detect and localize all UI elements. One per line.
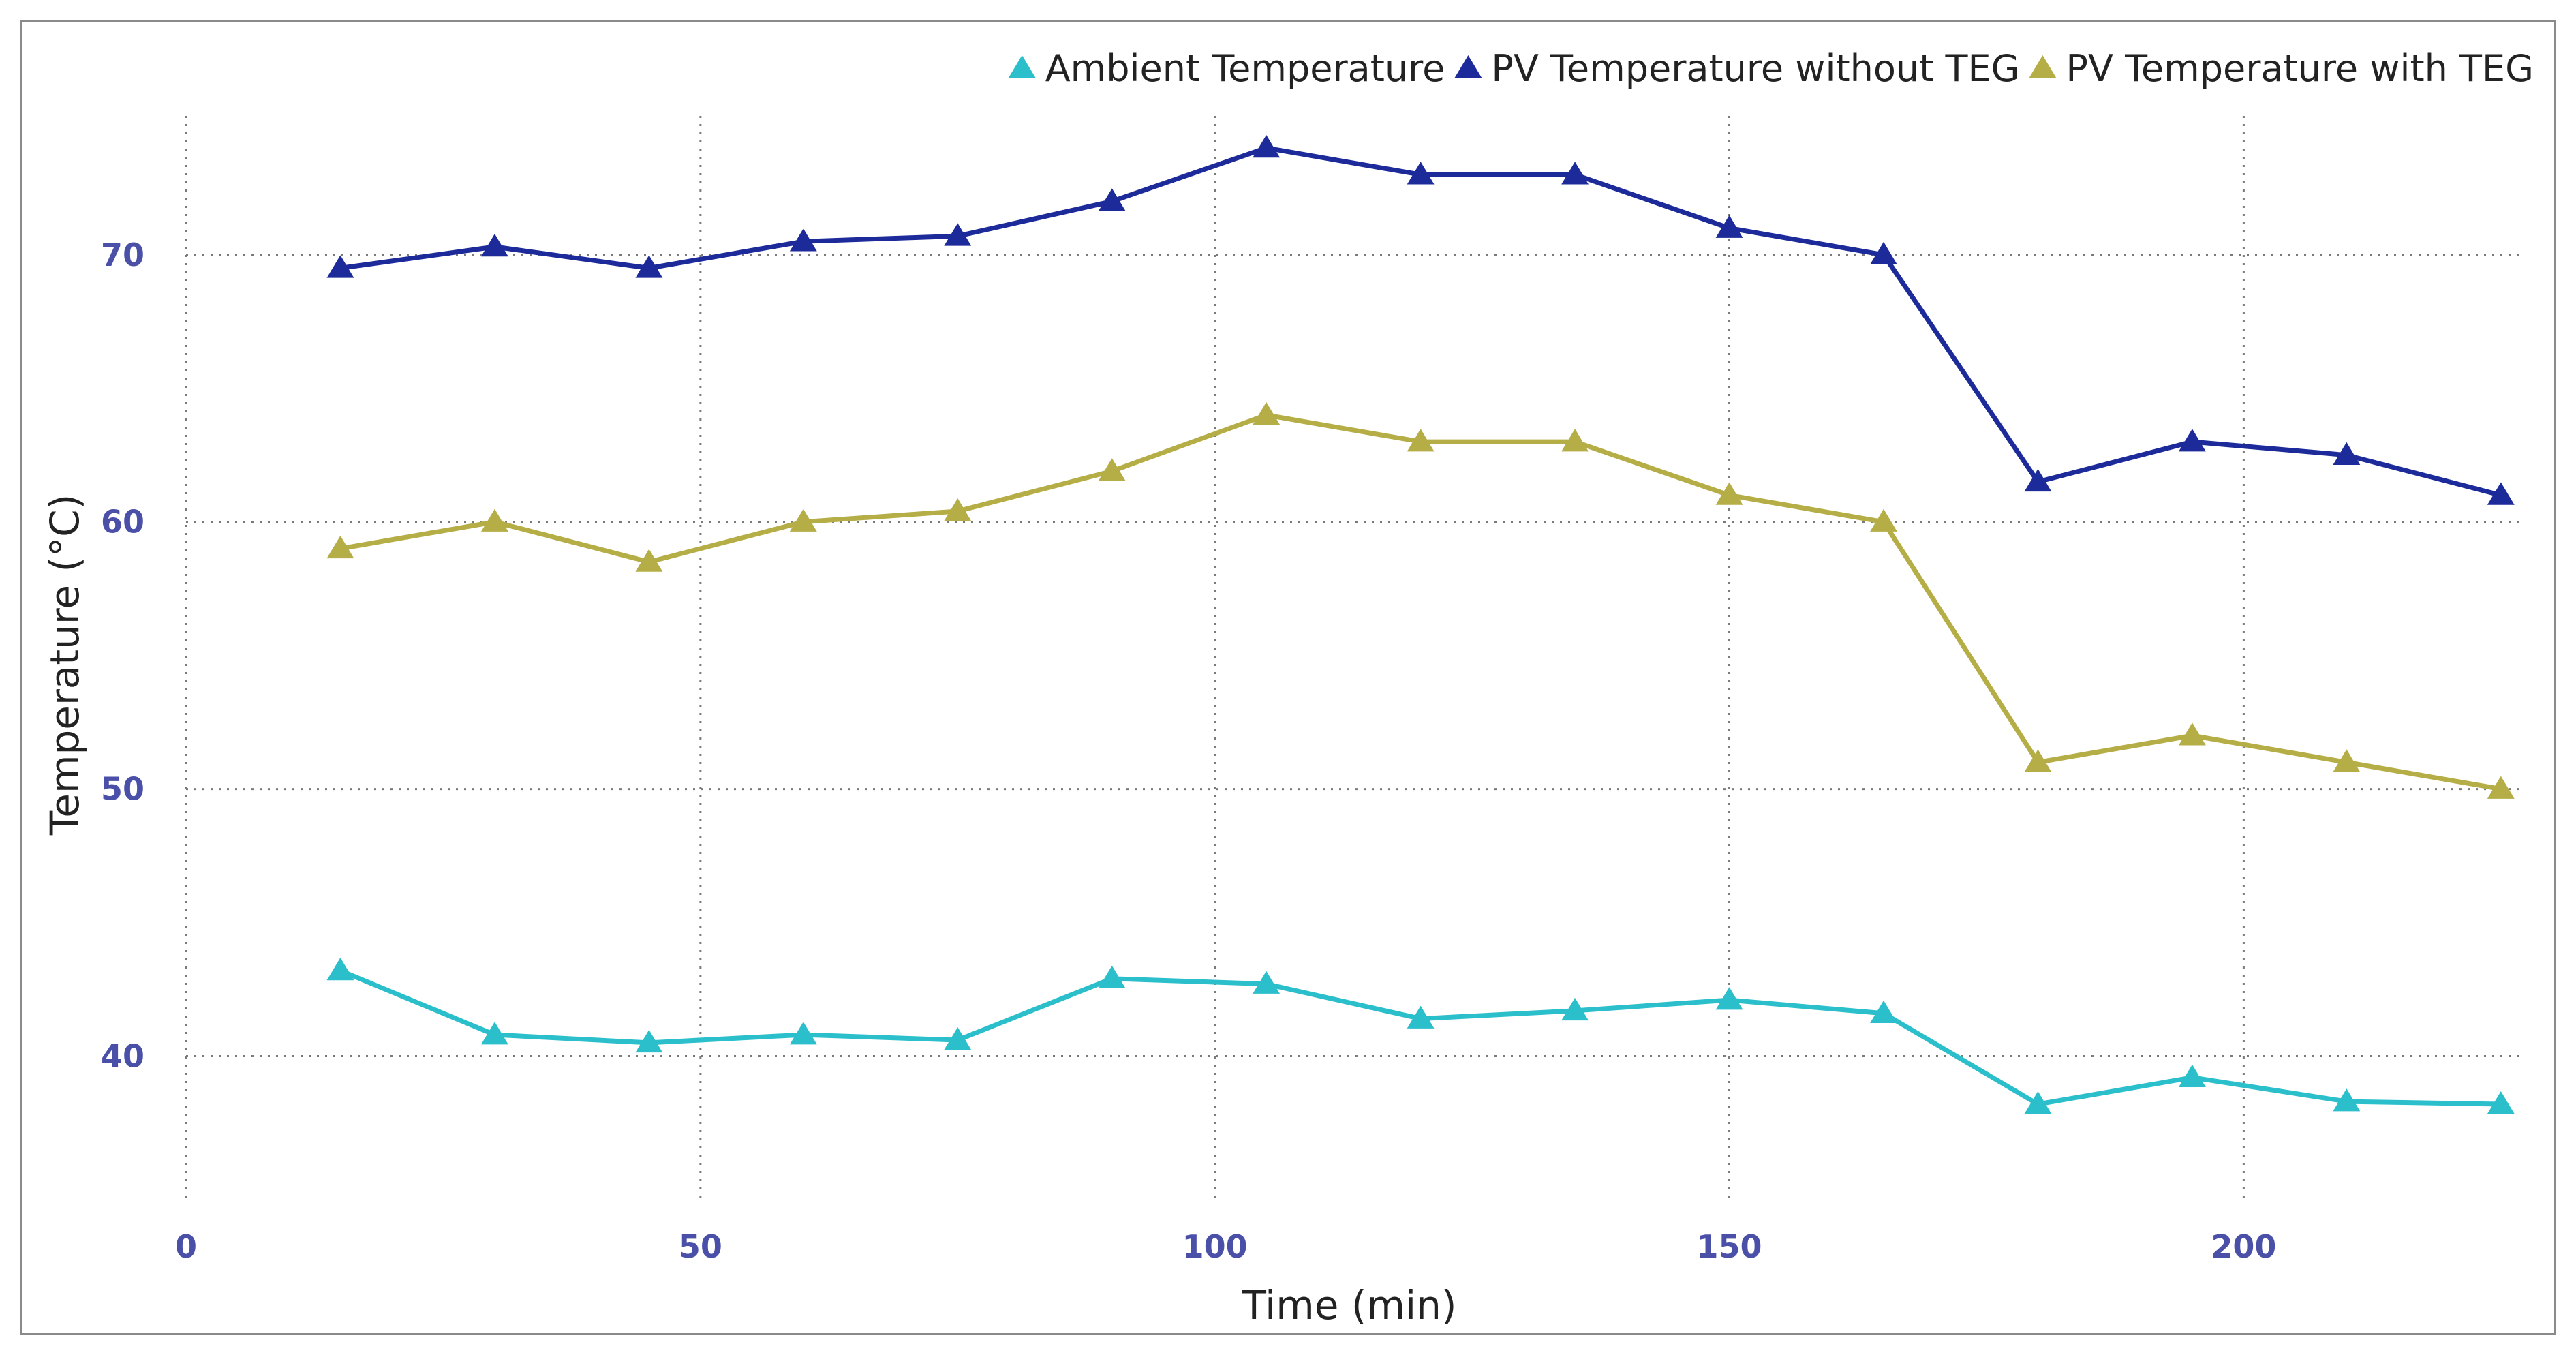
data-point-marker [480,1022,508,1045]
tick-labels: 0 50 100 150 200 40 50 60 70 [101,237,2276,1265]
x-tick-label: 0 [175,1228,197,1265]
series-2 [326,135,2515,505]
data-point-marker [635,549,663,572]
data-point-marker [2487,776,2515,799]
data-point-marker [2178,429,2206,452]
grid-lines [185,116,2521,1203]
chart-frame [20,20,2556,1335]
data-point-marker [789,1022,817,1045]
x-tick-label: 150 [1697,1228,1762,1265]
data-point-marker [2024,749,2052,772]
data-point-marker [326,535,354,559]
data-point-marker [326,255,354,278]
data-point-marker [2178,722,2206,746]
data-point-marker [2024,468,2052,492]
data-point-marker [1870,241,1897,265]
data-point-marker [2333,1088,2361,1112]
y-tick-label: 70 [101,237,144,273]
data-point-marker [1098,458,1126,481]
data-point-marker [1561,429,1589,452]
data-point-marker [326,958,354,981]
y-tick-label: 40 [101,1037,144,1074]
data-point-marker [480,234,508,257]
data-point-marker [1715,987,1743,1010]
legend-label-3: PV Temperature with TEG [2066,47,2534,90]
data-point-marker [635,1029,663,1053]
data-point-marker [2487,482,2515,505]
x-axis-label: Time (min) [1241,1282,1456,1328]
series-1 [326,958,2515,1114]
series-group [326,135,2515,1114]
data-point-marker [2333,749,2361,772]
legend-label-1: Ambient Temperature [1045,47,1445,90]
data-point-marker [1098,188,1126,211]
x-tick-label: 50 [679,1228,722,1265]
data-point-marker [2487,1091,2515,1114]
x-tick-label: 200 [2211,1228,2276,1265]
legend-marker-1 [1008,55,1036,78]
data-point-marker [789,508,817,532]
data-point-marker [1407,1005,1435,1029]
data-point-marker [1715,215,1743,238]
data-point-marker [1870,1000,1897,1024]
legend-label-2: PV Temperature without TEG [1491,47,2019,90]
data-point-marker [1870,508,1897,532]
data-point-marker [789,228,817,252]
y-axis-label: Temperature (°C) [42,494,88,836]
data-point-marker [1561,162,1589,185]
legend: PV Temperature with TEG PV Temperature wi… [1008,47,2534,90]
y-tick-label: 50 [101,771,144,808]
data-point-marker [1253,401,1281,425]
data-point-marker [944,1026,972,1050]
data-point-marker [2024,1091,2052,1114]
data-point-marker [1407,429,1435,452]
series-3 [326,401,2515,799]
series-line [339,412,2502,792]
data-point-marker [944,223,972,246]
x-tick-label: 100 [1182,1228,1248,1265]
data-point-marker [1407,162,1435,185]
data-point-marker [1253,971,1281,994]
data-point-marker [1253,135,1281,158]
series-line [339,968,2501,1107]
data-point-marker [2333,442,2361,465]
data-point-marker [1715,482,1743,505]
y-tick-label: 60 [101,504,144,541]
data-point-marker [635,255,663,278]
data-point-marker [1098,965,1126,989]
data-point-marker [2178,1064,2206,1088]
legend-marker-2 [1454,55,1482,78]
data-point-marker [1561,997,1589,1021]
legend-marker-3 [2029,55,2057,78]
data-point-marker [944,498,972,521]
data-point-marker [480,508,508,532]
